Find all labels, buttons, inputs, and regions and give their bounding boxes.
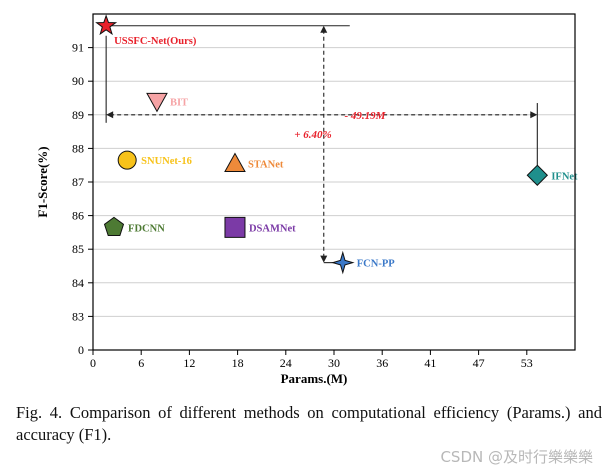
- y-tick-label: 87: [72, 175, 84, 189]
- marker-fdcnn: [103, 216, 125, 236]
- x-tick-label: 53: [521, 356, 533, 370]
- figure-caption: Fig. 4. Comparison of different methods …: [16, 403, 602, 444]
- y-tick-label: 86: [72, 209, 84, 223]
- label-stanet: STANet: [248, 160, 284, 171]
- y-axis-label: F1-Score(%): [35, 146, 50, 217]
- label-fdcnn: FDCNN: [128, 223, 165, 234]
- params-reduction-annotation: - 49.19M: [345, 110, 387, 122]
- x-tick-label: 12: [183, 356, 195, 370]
- label-ifnet: IFNet: [551, 171, 578, 182]
- x-axis-label: Params.(M): [281, 371, 348, 386]
- marker-snunet-16: [117, 150, 137, 170]
- annotation-arrows: [105, 25, 538, 264]
- label-fcn-pp: FCN-PP: [357, 259, 395, 270]
- marker-dsamnet: [224, 216, 246, 238]
- y-tick-label: 88: [72, 141, 84, 155]
- data-points: [95, 14, 549, 275]
- scatter-chart: USSFC-Net(Ours) BIT SNUNet-16 STANet IFNet FD…: [35, 13, 578, 386]
- marker-bit: [146, 92, 168, 113]
- y-tick-label: 0: [78, 343, 84, 357]
- arrowhead: [320, 255, 328, 263]
- x-tick-label: 36: [376, 356, 388, 370]
- grid-lines: [93, 47, 575, 317]
- x-tick-label: 24: [280, 356, 292, 370]
- f1-gain-annotation: + 6.40%: [294, 129, 331, 141]
- x-tick-label: 18: [232, 356, 244, 370]
- arrowhead: [530, 111, 538, 119]
- point-labels: USSFC-Net(Ours) BIT SNUNet-16 STANet IFNet FD…: [114, 36, 578, 270]
- y-tick-label: 85: [72, 242, 84, 256]
- marker-fcn-pp: [331, 250, 355, 275]
- x-tick-label: 0: [90, 356, 96, 370]
- watermark: CSDN @及时行樂樂樂: [440, 448, 593, 466]
- marker-ussfc-net-ours: [95, 14, 118, 36]
- axes: 0 83 84 85 86 87 88 89 90 91 0 6 12 18 24 30 36 41 47 53: [72, 13, 576, 370]
- y-tick-label: 90: [72, 74, 84, 88]
- x-tick-label: 30: [328, 356, 340, 370]
- arrowhead: [320, 25, 328, 33]
- label-snunet-16: SNUNet-16: [141, 156, 192, 167]
- y-tick-label: 89: [72, 108, 84, 122]
- marker-stanet: [224, 152, 246, 173]
- marker-ifnet: [526, 164, 549, 186]
- y-tick-label: 91: [72, 41, 84, 55]
- x-tick-label: 6: [138, 356, 144, 370]
- x-tick-label: 41: [424, 356, 436, 370]
- plot-frame: [92, 13, 576, 351]
- label-ussfc-net-ours: USSFC-Net(Ours): [114, 36, 197, 47]
- arrowhead: [106, 111, 114, 119]
- y-tick-label: 84: [72, 276, 84, 290]
- label-dsamnet: DSAMNet: [249, 223, 296, 234]
- y-tick-label: 83: [72, 309, 84, 323]
- label-bit: BIT: [170, 97, 188, 108]
- x-tick-label: 47: [473, 356, 485, 370]
